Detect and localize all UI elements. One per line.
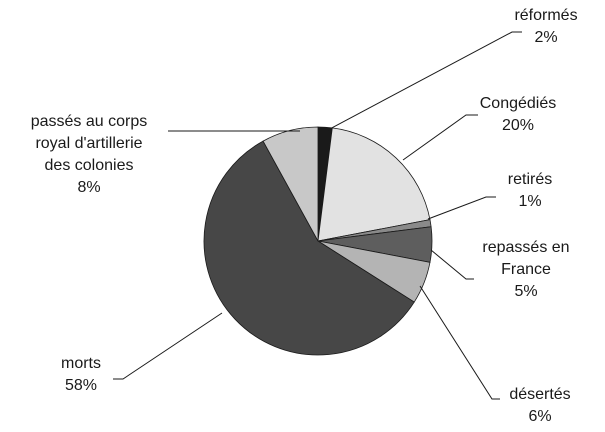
slice-percent-label: 6% [528, 408, 551, 425]
leader-line-5 [113, 312, 223, 380]
slice-percent-label: 8% [77, 179, 100, 196]
leader-line-1 [402, 114, 478, 161]
slice-label-5: morts 58% [61, 355, 101, 394]
slice-category-label: repassés en [482, 239, 569, 256]
slice-category-label: royal d'artillerie [35, 135, 142, 152]
leader-line-0 [325, 31, 522, 132]
slice-category-label: désertés [509, 386, 570, 403]
leader-line-3 [430, 249, 474, 280]
slice-percent-label: 5% [514, 283, 537, 300]
pie-labels: réformés 2% Congédiés 20% retirés 1% repassés … [31, 7, 578, 425]
slice-percent-label: 2% [534, 29, 557, 46]
slice-label-6: passés au corps royal d'artillerie des col… [31, 113, 148, 196]
slice-label-4: désertés 6% [509, 386, 570, 425]
leader-line-2 [427, 196, 496, 220]
slice-percent-label: 20% [502, 117, 534, 134]
slice-category-label: retirés [508, 171, 552, 188]
pie-slice-5 [203, 140, 415, 356]
slice-percent-label: 58% [65, 377, 97, 394]
slice-category-label: Congédiés [480, 95, 557, 112]
pie-slices [203, 126, 433, 356]
slice-label-1: Congédiés 20% [480, 95, 557, 134]
slice-category-label: morts [61, 355, 101, 372]
slice-percent-label: 1% [518, 193, 541, 210]
leader-line-4 [419, 285, 500, 400]
slice-label-2: retirés 1% [508, 171, 552, 210]
slice-category-label: passés au corps [31, 113, 148, 130]
slice-category-label: des colonies [45, 157, 134, 174]
slice-category-label: France [501, 261, 551, 278]
slice-category-label: réformés [514, 7, 577, 24]
slice-label-3: repassés en France 5% [482, 239, 569, 300]
pie-slice-1 [317, 127, 431, 242]
slice-label-0: réformés 2% [514, 7, 577, 46]
